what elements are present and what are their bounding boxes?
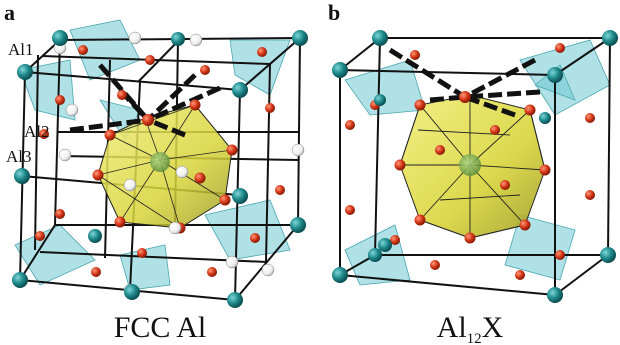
caption-tail: X	[482, 311, 504, 344]
panel-b-caption: Al12X	[437, 311, 504, 345]
panel-b-letter: b	[328, 0, 340, 25]
panel-a: a Al1 Al2 Al3 FCC Al	[4, 0, 308, 344]
panel-a-caption: FCC Al	[114, 311, 207, 344]
atom-label-al1: Al1	[8, 40, 34, 59]
icosahedron-b	[399, 94, 546, 239]
teal-atoms-a	[12, 30, 308, 308]
atom-label-al3: Al3	[6, 147, 32, 166]
teal-atoms-b	[332, 30, 618, 303]
tetrahedra-a	[14, 19, 291, 291]
white-atoms-a	[16, 31, 305, 297]
caption-main: Al	[437, 311, 467, 344]
atom-label-al2: Al2	[24, 122, 50, 141]
caption-subscript: 12	[467, 331, 482, 345]
red-atoms-a	[35, 45, 285, 277]
dashed-bonds-a	[69, 63, 222, 138]
red-atoms-b	[345, 43, 595, 280]
panel-b: b Al12X	[328, 0, 618, 345]
panel-a-letter: a	[4, 0, 15, 25]
